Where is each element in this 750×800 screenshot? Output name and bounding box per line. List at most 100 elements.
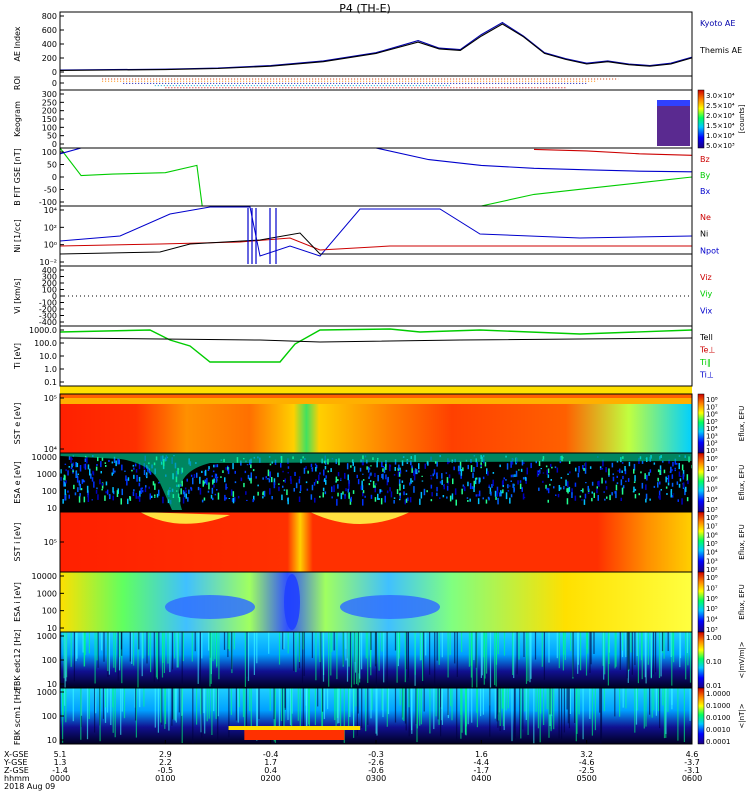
keogram-ytick: 150: [42, 115, 57, 124]
bfield-frame: [59, 147, 693, 207]
xaxis-row-label: X-GSE: [4, 750, 29, 759]
fbk-edc-ylabel: FBK edc12 [Hz]: [13, 629, 22, 690]
temperature-ytick: 10.0: [39, 352, 57, 361]
esa-e-ylabel: ESA e [eV]: [13, 461, 22, 503]
esa-i-colorbar-tick: 10⁴: [706, 616, 718, 624]
keogram-ytick: 50: [47, 132, 57, 141]
keogram-colorbar-tick: 2.0×10⁴: [706, 112, 735, 120]
temperature-ytick: 100.0: [34, 339, 57, 348]
temperature-tell: [59, 337, 693, 343]
velocity-ytick: 200: [42, 279, 57, 288]
sst-e-top-edge: [60, 394, 692, 398]
bfield-ytick: 50: [47, 161, 57, 170]
keogram-image: [657, 100, 690, 146]
sst-i-colorbar-tick: 10⁸: [706, 514, 718, 522]
velocity-ytick: 300: [42, 273, 57, 282]
fbk-scm-ytick: 1000: [37, 688, 57, 697]
temperature-frame: [59, 325, 693, 387]
esa-i-colorbar-tick: 10⁵: [706, 605, 718, 613]
fbk-edc-ytick: 1000: [37, 632, 57, 641]
esa-e-colorbar-tick: 10⁶: [706, 475, 718, 483]
fbk-scm-colorbar-tick: 1.0000: [706, 690, 731, 698]
esa-e-colorbar-tick: 10⁸: [706, 455, 718, 463]
bfield-legend-bx: Bx: [700, 187, 710, 196]
sst-e-colorbar-tick: 10⁴: [706, 425, 718, 433]
xaxis-tick-label: 0300: [366, 774, 386, 783]
sst-i-colorbar-label: Eflux, EFU: [738, 524, 746, 559]
keogram-colorbar-tick: 1.5×10⁴: [706, 122, 735, 130]
sst-i-colorbar-tick: 10⁴: [706, 549, 718, 557]
velocity-ytick: -200: [39, 305, 57, 314]
fbk-edc-ytick: 100: [42, 656, 57, 665]
temperature-legend-te-: Te⊥: [699, 346, 715, 355]
density-ylabel: Ni [1/cc]: [13, 219, 22, 253]
xaxis-tick-label: 3.2: [580, 750, 593, 759]
temperature-ytick: 1.0: [44, 365, 57, 374]
sst-e-top-band: [60, 394, 692, 404]
xaxis-row-label: hhmm: [4, 774, 30, 783]
fbk-edc-colorbar-label: <|mV/m|>: [738, 641, 746, 678]
velocity-ylabel: Vi [km/s]: [13, 278, 22, 314]
keogram-frame: [59, 89, 693, 149]
sst-e-colorbar-tick: 10¹: [706, 447, 718, 455]
xaxis-tick-label: -3.7: [684, 758, 700, 767]
bfield-ylabel: B FIT GSE [nT]: [13, 148, 22, 206]
ae-legend-themis-ae: Themis AE: [699, 46, 742, 55]
esa-e-ytick: 100: [42, 487, 57, 496]
keogram-ytick: 200: [42, 107, 57, 116]
roi-ylabel: ROI: [13, 76, 22, 90]
fbk-edc-colorbar-tick: 0.10: [706, 658, 722, 666]
xaxis-tick-label: -0.3: [368, 750, 384, 759]
bfield-series-by: [59, 147, 693, 207]
esa-i-ytick: 1000: [37, 589, 57, 598]
xaxis-tick-label: 0600: [682, 774, 702, 783]
density-legend-npot: Npot: [700, 246, 719, 255]
keogram-ytick: 100: [42, 123, 57, 132]
keogram-ytick: 0: [52, 140, 57, 149]
esa-i-ytick: 100: [42, 607, 57, 616]
fbk-edc-ytick: 10: [47, 680, 57, 689]
ae-legend-kyoto-ae: Kyoto AE: [700, 19, 735, 28]
temperature-ylabel: Ti [eV]: [13, 343, 22, 370]
roi-ytick: 0: [52, 79, 57, 88]
fbk-scm-red-band: [244, 730, 345, 740]
xaxis-tick-label: -1.7: [474, 766, 490, 775]
bfield-legend-bz: Bz: [700, 155, 710, 164]
esa-i-blob-3: [284, 574, 300, 630]
xaxis-tick-label: 0400: [471, 774, 491, 783]
esa-e-ytick: 1000: [37, 470, 57, 479]
velocity-legend-viy: Viy: [700, 290, 713, 299]
temperature-ytick: 1000.0: [29, 326, 57, 335]
xaxis-tick-label: 5.1: [54, 750, 67, 759]
bfield-series-bz: [533, 148, 693, 156]
sst-i-colorbar-tick: 10²: [706, 566, 718, 574]
ae-ylabel: AE Index: [13, 26, 22, 61]
velocity-ytick: 400: [42, 266, 57, 275]
bfield-ytick: 100: [42, 148, 57, 157]
esa-e-noise: [60, 453, 693, 510]
bfield-ytick: -100: [39, 198, 57, 207]
sst-e-colorbar-label: Eflux, EFU: [738, 406, 746, 441]
density-legend-ne: Ne: [700, 213, 711, 222]
xaxis-tick-label: 1.3: [54, 758, 67, 767]
sst-e-colorbar: [697, 393, 705, 454]
velocity-ytick: 0: [52, 292, 57, 301]
ae-ytick: 600: [42, 26, 57, 35]
keogram-band: [657, 100, 690, 106]
ae-ytick: 200: [42, 54, 57, 63]
sst-e-colorbar-tick: 10⁶: [706, 411, 718, 419]
xaxis-tick-label: -4.6: [579, 758, 595, 767]
velocity-ytick: 100: [42, 286, 57, 295]
velocity-ytick: -400: [39, 318, 57, 327]
esa-e-colorbar-tick: 10⁷: [706, 465, 718, 473]
bfield-legend-by: By: [700, 171, 710, 180]
divider-strip: [60, 386, 692, 394]
keogram-colorbar-tick: 5.0×10³: [706, 142, 735, 150]
xaxis-tick-label: -2.5: [579, 766, 595, 775]
velocity-ytick: -100: [39, 299, 57, 308]
fbk-scm-stripes: [62, 688, 691, 744]
density-ni: [59, 232, 692, 255]
fbk-edc-colorbar-tick: 0.01: [706, 682, 722, 690]
bfield-series-bx: [59, 147, 693, 173]
roi-markers: [102, 78, 619, 89]
